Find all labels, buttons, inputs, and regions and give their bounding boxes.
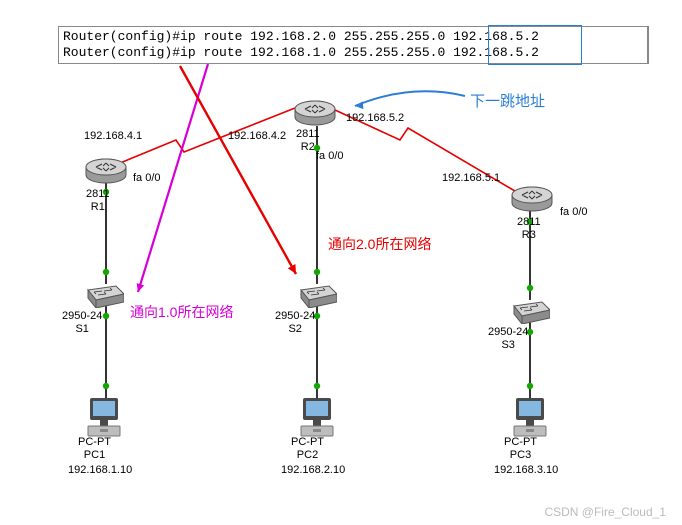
- ip-label: 192.168.3.10: [494, 464, 558, 476]
- annotation-net2: 通向2.0所在网络: [328, 234, 431, 254]
- router-icon[interactable]: [510, 186, 554, 212]
- interface-label: fa 0/0: [133, 172, 161, 184]
- pc-icon[interactable]: [508, 396, 552, 440]
- device-label: 2950-24S2: [275, 310, 315, 336]
- pc-icon[interactable]: [82, 396, 126, 440]
- router-icon[interactable]: [84, 158, 128, 184]
- next-hop-highlight: [488, 25, 582, 65]
- ip-label: 192.168.4.2: [228, 130, 286, 142]
- watermark: CSDN @Fire_Cloud_1: [544, 505, 666, 519]
- device-label: PC-PTPC2: [291, 436, 324, 462]
- ip-label: 192.168.5.1: [442, 172, 500, 184]
- device-label: 2950-24S3: [488, 326, 528, 352]
- device-label: 2811R2: [296, 128, 320, 154]
- ip-label: 192.168.2.10: [281, 464, 345, 476]
- router-icon[interactable]: [293, 100, 337, 126]
- device-label: 2811R1: [86, 188, 110, 214]
- interface-label: fa 0/0: [560, 206, 588, 218]
- ip-label: 192.168.4.1: [84, 130, 142, 142]
- interface-label: fa 0/0: [316, 150, 344, 162]
- device-label: PC-PTPC3: [504, 436, 537, 462]
- ip-label: 192.168.5.2: [346, 112, 404, 124]
- device-label: 2811R3: [517, 216, 541, 242]
- device-label: 2950-24S1: [62, 310, 102, 336]
- annotation-net1: 通向1.0所在网络: [130, 302, 233, 322]
- ip-label: 192.168.1.10: [68, 464, 132, 476]
- switch-icon[interactable]: [510, 298, 550, 324]
- pc-icon[interactable]: [295, 396, 339, 440]
- next-hop-label: 下一跳地址: [470, 90, 545, 111]
- switch-icon[interactable]: [84, 282, 124, 308]
- switch-icon[interactable]: [297, 282, 337, 308]
- device-label: PC-PTPC1: [78, 436, 111, 462]
